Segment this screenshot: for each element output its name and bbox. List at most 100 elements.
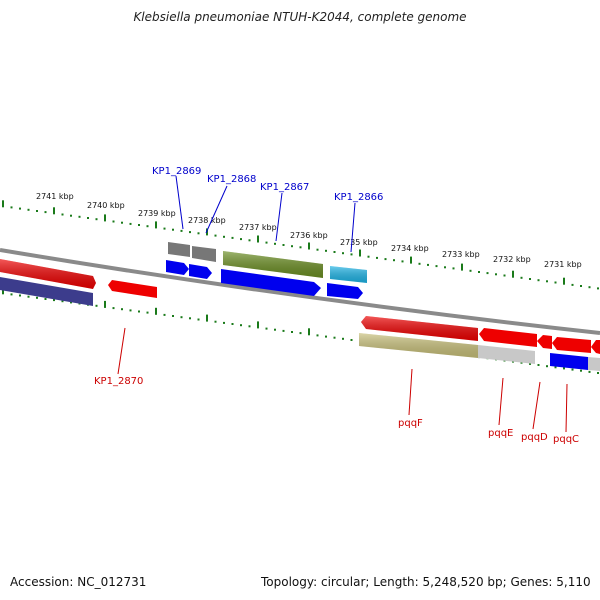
ruler-dot [299, 246, 302, 249]
accession-text: Accession: NC_012731 [10, 575, 147, 589]
ruler-dot [316, 334, 319, 337]
ruler-major-tick [257, 321, 259, 329]
tick-label-2739: 2739 kbp [138, 209, 176, 218]
gene-kp1-2870[interactable] [108, 280, 157, 298]
ruler-dot [146, 311, 149, 314]
ruler-dot [146, 225, 149, 228]
ruler-dot [87, 217, 89, 219]
ruler-major-tick [155, 307, 157, 315]
gene-blue-small-2[interactable] [189, 264, 212, 279]
tick-label-2731: 2731 kbp [544, 260, 582, 269]
gene-label-pqqe[interactable]: pqqE [488, 428, 513, 439]
gene-grey-left[interactable] [168, 242, 190, 257]
ruler-dot [44, 298, 47, 300]
ruler-dot [588, 286, 591, 289]
ruler-dot [333, 336, 336, 339]
ruler-dot [597, 287, 599, 290]
ruler-dot [571, 283, 574, 286]
ruler-dot [376, 256, 378, 259]
ruler-dot [274, 328, 276, 331]
gene-label-kp1-2870[interactable]: KP1_2870 [94, 376, 143, 387]
ruler-dot [214, 320, 217, 323]
ruler-major-tick [206, 314, 208, 322]
ruler-dot [197, 232, 200, 235]
ruler-dot [384, 258, 387, 261]
leader-pqqd [532, 381, 541, 430]
ruler-dot [61, 213, 64, 216]
ruler-dot [520, 276, 523, 279]
ruler-major-tick [308, 242, 310, 250]
gene-grey-right[interactable] [192, 246, 216, 262]
ruler-dot [78, 215, 81, 218]
ruler-dot [44, 211, 47, 214]
leader-kp1-2868 [205, 185, 228, 234]
ruler-dot [367, 255, 370, 258]
ruler-dot [112, 220, 115, 223]
ruler-dot [401, 260, 404, 263]
topology-text: Topology: circular; Length: 5,248,520 bp… [261, 575, 591, 589]
ruler-dot [325, 249, 327, 252]
tick-label-2732: 2732 kbp [493, 255, 531, 264]
ruler-dot [393, 259, 395, 262]
ruler-dot [61, 300, 64, 303]
ruler-dot [342, 337, 344, 340]
tick-label-2741: 2741 kbp [36, 192, 74, 201]
gene-blue-short[interactable] [327, 283, 363, 299]
gene-blue-small-1[interactable] [166, 260, 189, 275]
ruler-dot [282, 244, 285, 246]
ruler-dot [214, 234, 217, 237]
ruler-dot [70, 301, 72, 304]
ruler-dot [495, 273, 497, 276]
gene-light-grey-bottom[interactable] [588, 357, 600, 371]
ruler-dot [248, 325, 251, 328]
ruler-dot [265, 241, 268, 244]
tick-label-2736: 2736 kbp [290, 231, 328, 240]
ruler-dot [537, 279, 540, 282]
gene-light-grey[interactable] [478, 345, 535, 364]
ruler-major-tick [410, 256, 412, 264]
leader-kp1-2869 [175, 175, 184, 230]
ruler-dot [282, 329, 285, 332]
gene-label-pqqf[interactable]: pqqF [398, 418, 423, 429]
ruler-major-tick [512, 270, 514, 278]
ruler-dot [291, 331, 293, 333]
ruler-dot [597, 372, 599, 374]
ruler-dot [10, 293, 13, 296]
ruler-dot [240, 238, 242, 241]
outer-ruler [2, 200, 599, 290]
gene-label-kp1-2866[interactable]: KP1_2866 [334, 192, 383, 203]
ruler-dot [27, 208, 30, 211]
gene-cyan[interactable] [330, 266, 367, 283]
ruler-dot [529, 362, 531, 365]
gene-label-pqqc[interactable]: pqqC [553, 434, 579, 445]
ruler-dot [469, 269, 472, 272]
gene-label-pqqd[interactable]: pqqD [521, 432, 548, 443]
ruler-dot [580, 285, 582, 287]
gene-pqqc-extra[interactable] [591, 340, 600, 354]
ruler-dot [427, 263, 429, 266]
ruler-dot [325, 335, 327, 338]
ruler-dot [129, 309, 132, 312]
gene-pqqd[interactable] [537, 335, 552, 349]
ruler-dot [444, 266, 446, 269]
tick-label-2735: 2735 kbp [340, 238, 378, 247]
ruler-dot [452, 267, 455, 270]
ruler-major-tick [53, 207, 55, 215]
ruler-dot [291, 245, 293, 248]
gene-pqqe[interactable] [479, 328, 537, 347]
ruler-dot [537, 364, 540, 366]
ruler-dot [10, 206, 13, 209]
gene-blue-bottom[interactable] [550, 353, 588, 370]
gene-label-kp1-2868[interactable]: KP1_2868 [207, 174, 256, 185]
gene-label-kp1-2869[interactable]: KP1_2869 [152, 166, 201, 177]
gene-pqqc[interactable] [552, 337, 591, 353]
ruler-dot [172, 315, 174, 317]
ruler-major-tick [359, 249, 361, 257]
ruler-dot [571, 368, 574, 371]
ruler-dot [189, 317, 191, 320]
ruler-major-tick [104, 214, 106, 222]
gene-label-kp1-2867[interactable]: KP1_2867 [260, 182, 309, 193]
ruler-dot [138, 310, 140, 313]
ruler-dot [435, 265, 438, 268]
